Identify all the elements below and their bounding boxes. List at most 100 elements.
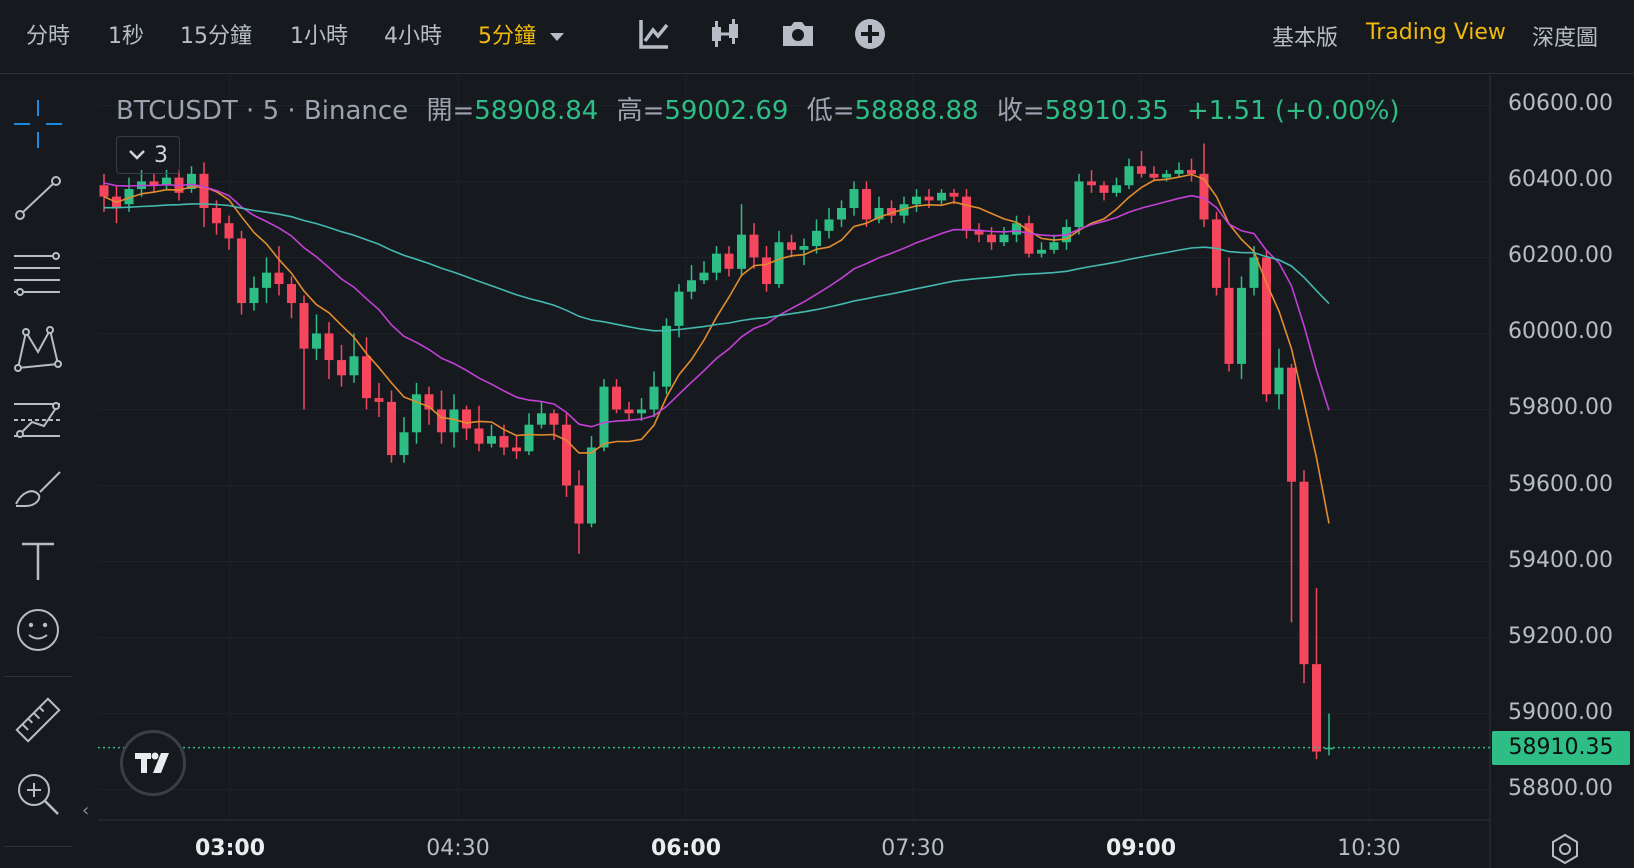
view-depth[interactable]: 深度圖	[1532, 26, 1599, 51]
candle-body	[1299, 481, 1309, 665]
indicators-count: 3	[154, 142, 168, 168]
price-tick-label: 60600.00	[1508, 91, 1613, 117]
candle	[412, 382, 421, 444]
tradingview-logo[interactable]	[120, 730, 186, 796]
price-tick-label: 60400.00	[1508, 167, 1613, 193]
candle-body	[1074, 181, 1084, 228]
candle-body	[212, 208, 221, 224]
candle-body	[774, 242, 784, 285]
candle	[837, 200, 846, 228]
price-tick-label: 59600.00	[1508, 471, 1613, 497]
ruler-icon[interactable]	[12, 694, 64, 746]
view-basic[interactable]: 基本版	[1272, 26, 1339, 51]
settings-icon[interactable]	[1548, 832, 1582, 866]
candle-body	[1262, 257, 1271, 395]
candle-body	[949, 192, 959, 197]
candle-body	[237, 238, 246, 304]
candle	[1137, 151, 1146, 178]
brush-icon[interactable]	[12, 464, 64, 516]
price-tick-label: 59800.00	[1508, 395, 1613, 421]
projection-icon[interactable]	[12, 394, 64, 446]
candle-body	[1187, 170, 1196, 174]
candle-body	[1024, 223, 1034, 254]
candle	[1099, 181, 1109, 201]
price-tick-label: 60200.00	[1508, 243, 1613, 269]
candle-body	[412, 394, 421, 433]
candle-body	[324, 333, 334, 361]
zoom-in-icon[interactable]	[12, 768, 64, 820]
candle	[599, 379, 609, 452]
candle-body	[312, 333, 321, 349]
candle	[1074, 173, 1084, 235]
chevron-down-icon[interactable]	[550, 33, 564, 41]
fib-lines-icon[interactable]	[12, 246, 64, 298]
candle-body	[1112, 185, 1121, 193]
camera-icon[interactable]	[780, 16, 816, 52]
candle	[912, 189, 921, 212]
indicator-icon[interactable]	[636, 16, 672, 52]
sidebar-divider-bottom	[4, 846, 72, 847]
close-key: 收=	[996, 96, 1045, 126]
price-tick-label: 59200.00	[1508, 623, 1613, 649]
current-price-tag: 58910.35	[1492, 730, 1630, 765]
timeframe-1h[interactable]: 1小時	[290, 24, 348, 49]
candle-body	[562, 424, 571, 486]
timeframe-5m[interactable]: 5分鐘	[478, 18, 564, 50]
candle-body	[437, 409, 446, 433]
candle	[799, 238, 809, 266]
view-tradingview[interactable]: Trading View	[1366, 20, 1506, 45]
candle-body	[424, 394, 434, 410]
chart-type-icon[interactable]	[708, 16, 744, 52]
candle-body	[387, 401, 396, 456]
candle	[974, 223, 984, 243]
candle	[287, 276, 296, 319]
candle	[1037, 242, 1046, 258]
candle-body	[724, 253, 734, 269]
candle	[149, 173, 159, 193]
candle	[374, 382, 384, 418]
pattern-icon[interactable]	[12, 322, 64, 374]
low-key: 低=	[806, 96, 855, 126]
candle-body	[249, 287, 259, 304]
timeframe-time[interactable]: 分時	[26, 24, 71, 49]
indicators-toggle[interactable]: 3	[116, 136, 180, 174]
candle-body	[712, 253, 721, 273]
candle-body	[1237, 287, 1246, 364]
candle-body	[862, 189, 871, 220]
emoji-icon[interactable]	[12, 604, 64, 656]
candle-body	[799, 246, 809, 250]
text-icon[interactable]	[12, 534, 64, 586]
candle	[312, 314, 321, 361]
candle	[712, 246, 721, 281]
ma25-line	[103, 182, 1330, 428]
symbol-label[interactable]: BTCUSDT · 5 · Binance	[116, 96, 409, 126]
candle-body	[1149, 173, 1159, 178]
candle-body	[849, 189, 859, 209]
timeframe-15m[interactable]: 15分鐘	[180, 24, 252, 49]
time-tick-label: 10:30	[1337, 836, 1401, 861]
crosshair-icon[interactable]	[12, 98, 64, 150]
candle-body	[1099, 185, 1109, 193]
price-tick-label: 59400.00	[1508, 547, 1613, 573]
candle	[1149, 166, 1159, 182]
candle-body	[124, 189, 134, 205]
candle	[699, 261, 709, 285]
add-icon[interactable]	[852, 16, 888, 52]
candle-body	[987, 234, 996, 243]
candle	[1299, 470, 1309, 684]
candle	[587, 436, 596, 528]
candle-body	[287, 284, 296, 304]
candle	[512, 436, 521, 459]
candle	[762, 246, 771, 292]
collapse-sidebar-icon[interactable]: ‹	[82, 800, 90, 821]
timeframe-1s[interactable]: 1秒	[108, 24, 144, 49]
candle	[899, 196, 909, 224]
candle	[487, 424, 496, 448]
candle-body	[274, 272, 284, 285]
candle	[737, 204, 746, 277]
timeframe-4h[interactable]: 4小時	[384, 24, 442, 49]
trend-line-icon[interactable]	[12, 172, 64, 224]
candle-body	[687, 280, 696, 292]
candle	[1012, 215, 1021, 243]
